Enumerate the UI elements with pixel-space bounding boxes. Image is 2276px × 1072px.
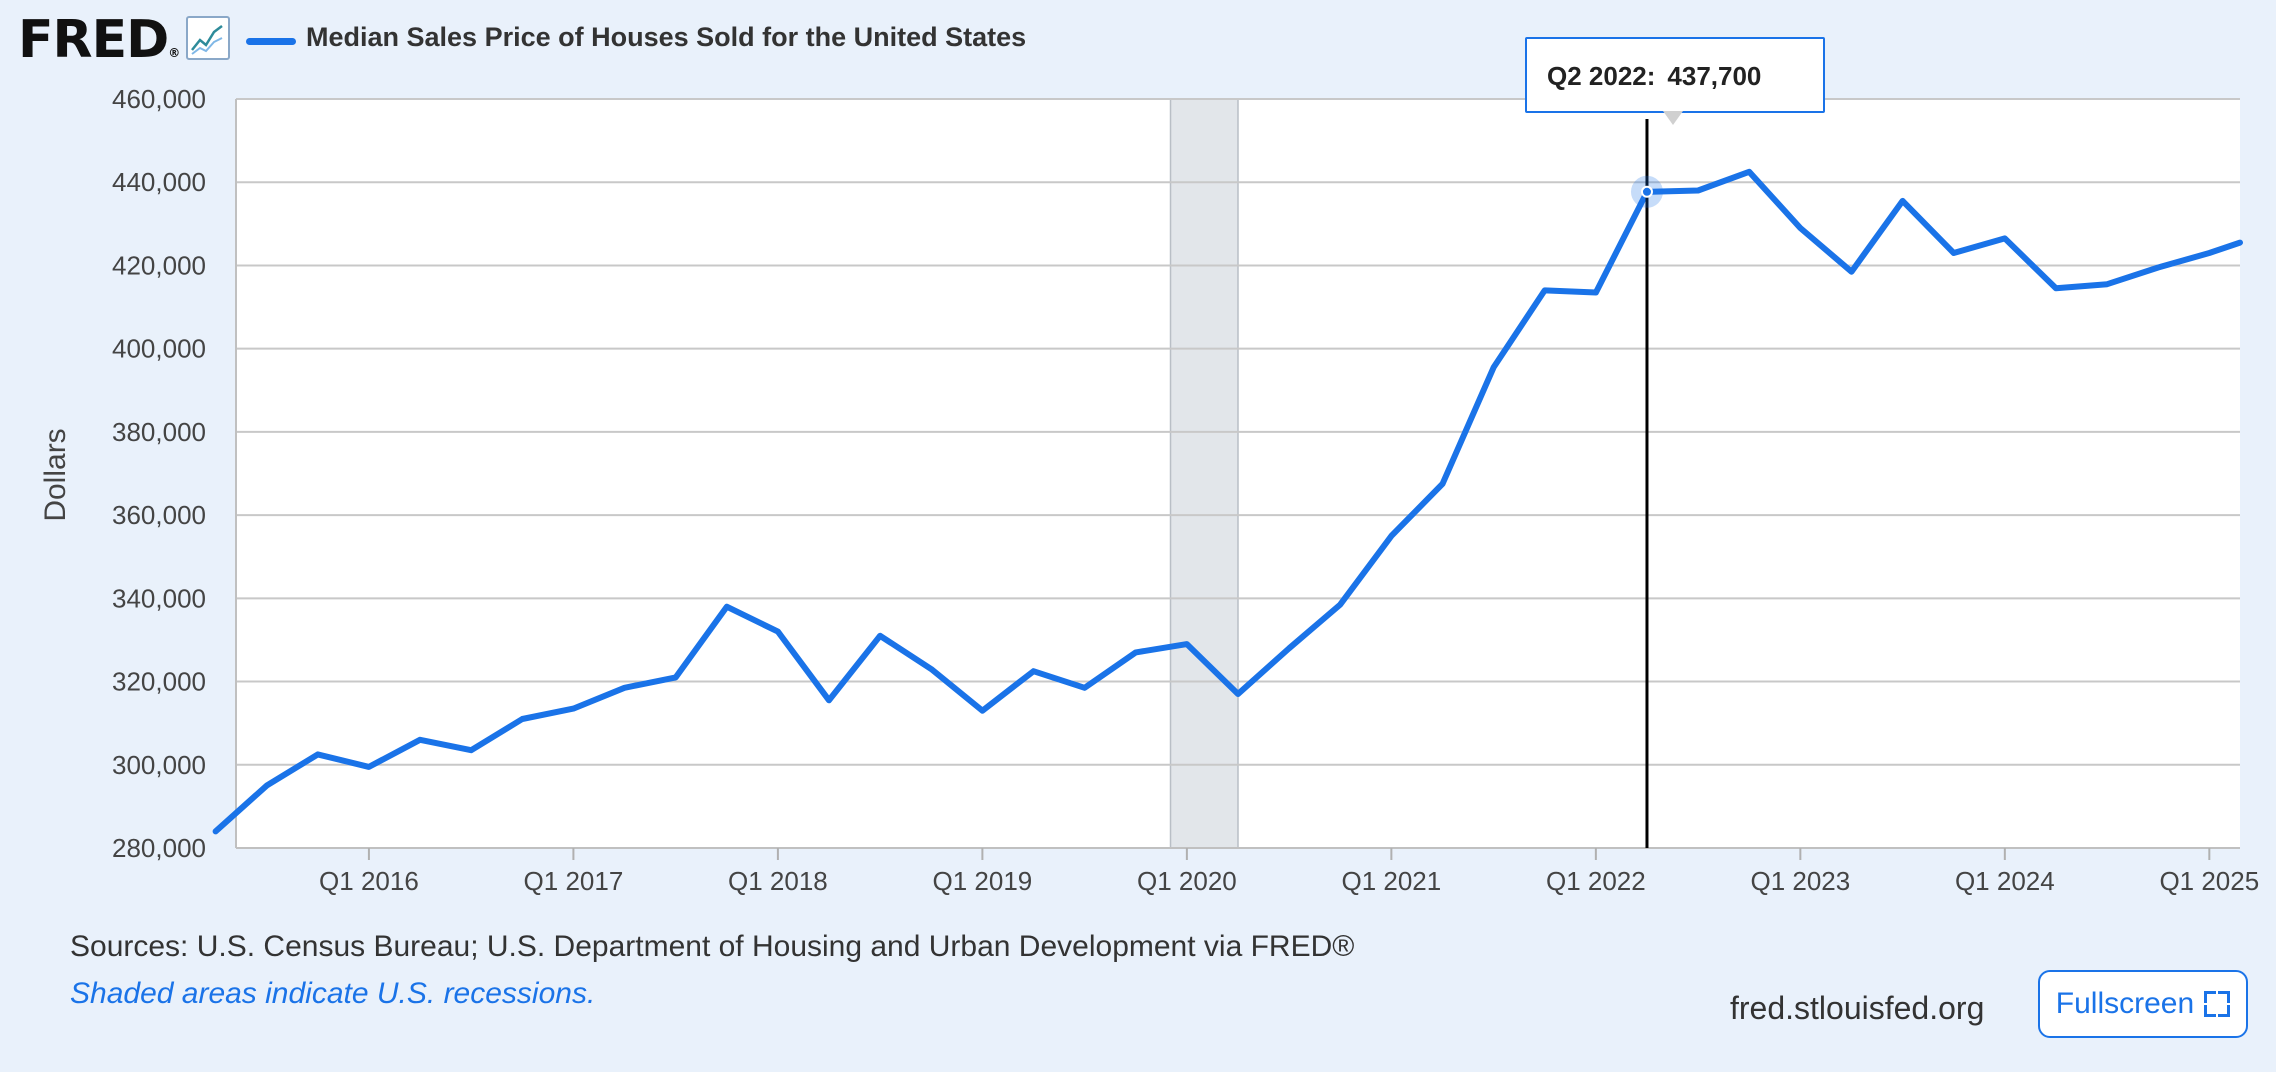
fred-logo-text: FRED [18,10,169,70]
highlight-point [1640,185,1653,198]
y-axis-label: Dollars [39,428,72,521]
legend-line-swatch [246,38,296,45]
fullscreen-button[interactable]: Fullscreen [2038,970,2248,1038]
x-tick-label: Q1 2017 [524,866,624,896]
y-tick-label: 400,000 [112,334,206,364]
x-tick-label: Q1 2025 [2159,866,2259,896]
fullscreen-label: Fullscreen [2055,987,2195,1020]
chart-header: FRED® Median Sales Price of Houses Sold … [0,0,2276,84]
sources-text: Sources: U.S. Census Bureau; U.S. Depart… [70,930,1355,963]
fullscreen-icon [2204,991,2231,1017]
tooltip-value: 437,700 [1667,61,1762,91]
tooltip: Q2 2022: 437,700 [1525,37,1825,113]
site-link[interactable]: fred.stlouisfed.org [1730,990,1985,1026]
tooltip-date: Q2 2022: [1547,61,1656,91]
series-line[interactable] [212,168,2243,835]
x-tick-label: Q1 2019 [933,866,1033,896]
axis-layer [235,99,2240,860]
x-tick-label: Q1 2016 [319,866,419,896]
chart-area[interactable]: 280,000 300,000 320,000 340,000 360,000 380,0… [0,0,2276,920]
x-tick-label: Q1 2023 [1750,866,1850,896]
y-tick-label: 280,000 [112,833,206,863]
y-tick-label: 440,000 [112,167,206,197]
highlight-layer [1630,119,1663,848]
y-tick-label: 460,000 [112,84,206,114]
fred-logo[interactable]: FRED® [18,10,180,83]
series-title: Median Sales Price of Houses Sold for th… [306,22,1027,52]
recession-note-link[interactable]: Shaded areas indicate U.S. recessions. [70,977,596,1010]
y-tick-label: 360,000 [112,500,206,530]
y-tick-label: 320,000 [112,667,206,697]
x-axis-tick-labels: Q1 2016 Q1 2017 Q1 2018 Q1 2019 Q1 2020 Q1 20… [319,866,2259,896]
x-tick-label: Q1 2024 [1955,866,2055,896]
x-tick-label: Q1 2022 [1546,866,1646,896]
y-tick-label: 300,000 [112,750,206,780]
y-axis-tick-labels: 280,000 300,000 320,000 340,000 360,000 380,0… [112,84,206,863]
line-chart-icon[interactable] [186,16,230,60]
recession-band [1169,98,1239,849]
y-tick-label: 380,000 [112,417,206,447]
recession-layer [1169,98,1239,849]
series-layer[interactable] [212,168,2243,835]
y-tick-label: 420,000 [112,250,206,280]
y-tick-label: 340,000 [112,583,206,613]
x-tick-label: Q1 2020 [1137,866,1237,896]
fred-logo-mark: ® [168,46,180,60]
x-tick-label: Q1 2018 [728,866,828,896]
x-tick-label: Q1 2021 [1341,866,1441,896]
tooltip-pointer [1663,111,1683,125]
